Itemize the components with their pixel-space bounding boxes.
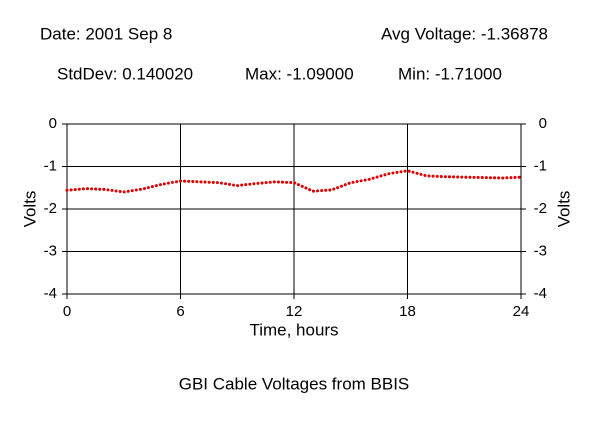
y-tick-label: -4 xyxy=(44,285,57,302)
x-tick-label: 18 xyxy=(399,303,416,320)
x-axis-label: Time, hours xyxy=(249,320,338,339)
y-tick-label: 0 xyxy=(49,115,57,132)
y-axis-label: Volts xyxy=(20,191,39,228)
data-line xyxy=(65,169,523,194)
chart-title: GBI Cable Voltages from BBIS xyxy=(179,374,410,393)
max: Max: -1.09000 xyxy=(245,64,354,83)
y-tick-label: -3 xyxy=(44,242,57,259)
y2-axis-label: Volts xyxy=(554,191,573,228)
x-tick-label: 12 xyxy=(286,303,303,320)
y-tick-label: -2 xyxy=(44,200,57,217)
y2-tick-label: 0 xyxy=(539,115,547,132)
min: Min: -1.71000 xyxy=(398,64,502,83)
stddev: StdDev: 0.140020 xyxy=(57,64,193,83)
date: Date: 2001 Sep 8 xyxy=(40,24,172,43)
y2-tick-label: -2 xyxy=(534,200,547,217)
avg-voltage: Avg Voltage: -1.36878 xyxy=(381,24,548,43)
y2-tick-label: -1 xyxy=(534,157,547,174)
y-tick-label: -1 xyxy=(44,157,57,174)
y2-tick-label: -4 xyxy=(534,285,547,302)
x-tick-label: 6 xyxy=(176,303,184,320)
x-tick-label: 0 xyxy=(63,303,71,320)
y2-tick-label: -3 xyxy=(534,242,547,259)
plot-frame xyxy=(66,123,522,295)
x-tick-label: 24 xyxy=(513,303,530,320)
